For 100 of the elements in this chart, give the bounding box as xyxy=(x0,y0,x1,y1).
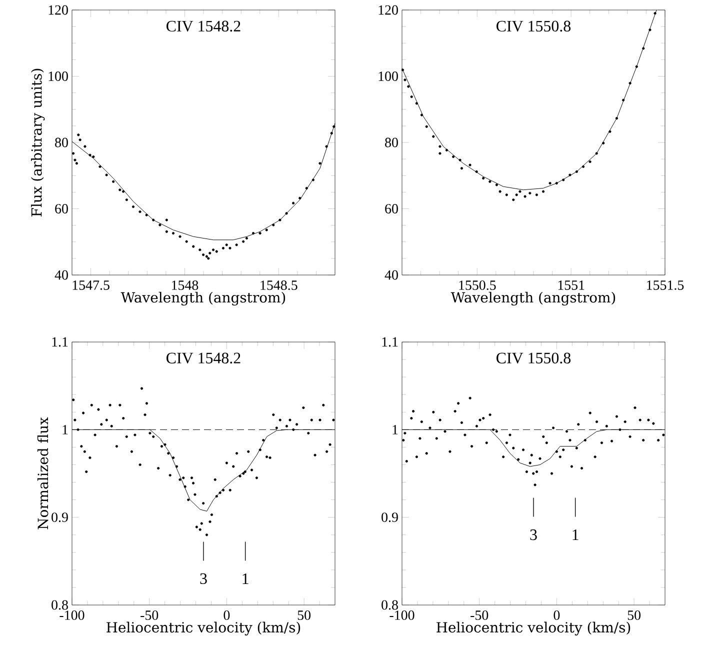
point xyxy=(222,246,225,250)
x-tick-label: 1551.5 xyxy=(647,280,684,290)
point xyxy=(205,255,208,258)
point xyxy=(198,248,202,252)
point xyxy=(165,218,168,222)
point xyxy=(420,114,424,116)
point xyxy=(515,194,518,196)
point xyxy=(138,210,142,214)
text: CIV 1550.8 xyxy=(496,20,571,32)
x-tick-label: 0 xyxy=(554,610,560,620)
point xyxy=(72,152,75,155)
point xyxy=(172,232,175,235)
y-tick-label: 120 xyxy=(48,5,68,15)
point xyxy=(535,194,538,196)
point xyxy=(438,152,442,155)
point xyxy=(235,244,238,246)
x-axis-title: Wavelength (angstrom) xyxy=(450,292,616,306)
x-tick-label: 50 xyxy=(298,610,310,620)
point xyxy=(202,253,205,256)
y-tick-label: 100 xyxy=(48,72,68,81)
point xyxy=(568,174,572,176)
point xyxy=(265,228,268,232)
point xyxy=(122,190,125,193)
point xyxy=(635,65,638,68)
point xyxy=(628,82,632,84)
point xyxy=(75,162,78,165)
point xyxy=(498,190,502,193)
y-tick-label: 1.1 xyxy=(382,337,398,347)
annotation: 3 xyxy=(530,529,537,540)
point xyxy=(528,192,532,194)
point xyxy=(118,188,122,192)
point xyxy=(178,235,182,238)
x-tick-label: 1548.5 xyxy=(260,280,298,290)
annotation: 1 xyxy=(242,573,248,584)
x-axis-title: Heliocentric velocity (km/s) xyxy=(436,622,630,636)
point xyxy=(225,244,228,246)
point xyxy=(105,174,108,176)
point xyxy=(242,240,245,243)
point xyxy=(438,145,442,148)
point xyxy=(654,12,656,15)
point xyxy=(215,250,218,253)
point xyxy=(92,155,95,158)
point xyxy=(562,178,565,182)
point xyxy=(185,240,188,243)
point xyxy=(212,248,215,252)
point xyxy=(602,142,605,144)
x-tick-label: 1547.5 xyxy=(72,280,110,290)
point xyxy=(292,202,295,204)
point xyxy=(88,154,92,156)
y-tick-label: 40 xyxy=(54,270,68,280)
point xyxy=(495,184,498,186)
point xyxy=(332,125,336,128)
point xyxy=(475,170,478,173)
point xyxy=(325,145,328,148)
y-tick-label: 40 xyxy=(384,270,398,280)
point xyxy=(468,164,472,166)
annotation: 3 xyxy=(200,573,207,584)
point xyxy=(512,198,515,202)
y-tick-label: 60 xyxy=(385,204,398,214)
point xyxy=(252,232,255,235)
point xyxy=(112,180,115,183)
point xyxy=(228,246,232,250)
point xyxy=(272,224,275,226)
point xyxy=(548,182,552,185)
x-axis-title: Wavelength (angstrom) xyxy=(120,292,286,306)
point xyxy=(432,135,435,138)
point xyxy=(207,257,210,260)
point xyxy=(74,158,76,162)
point xyxy=(415,102,418,105)
point xyxy=(648,28,652,32)
point xyxy=(488,180,492,183)
point xyxy=(404,78,406,82)
text: CIV 1550.8 xyxy=(496,352,571,364)
x-tick-label: 1548 xyxy=(172,280,198,290)
point xyxy=(78,138,82,142)
point xyxy=(425,125,428,128)
y-tick-label: 1.1 xyxy=(52,337,68,347)
point xyxy=(401,68,404,72)
point xyxy=(98,165,102,168)
y-axis-title: Flux (arbitrary units) xyxy=(31,68,45,216)
point xyxy=(642,47,645,50)
point xyxy=(555,182,558,185)
annotation: 1 xyxy=(572,530,578,540)
point xyxy=(84,145,86,148)
point xyxy=(192,245,195,248)
x-tick-label: 1550.5 xyxy=(459,280,496,290)
point xyxy=(305,186,308,190)
point xyxy=(285,212,288,215)
y-tick-label: 0.9 xyxy=(52,512,68,522)
point xyxy=(505,194,508,196)
point xyxy=(482,176,485,180)
x-tick-label: -100 xyxy=(60,610,84,620)
point xyxy=(542,190,545,193)
point xyxy=(318,162,322,165)
x-tick-label: 0 xyxy=(224,610,230,620)
y-tick-label: 0.9 xyxy=(382,512,398,522)
point xyxy=(298,196,302,200)
y-tick-label: 60 xyxy=(55,204,68,214)
y-tick-label: 120 xyxy=(378,5,398,15)
x-tick-label: 50 xyxy=(628,610,641,620)
